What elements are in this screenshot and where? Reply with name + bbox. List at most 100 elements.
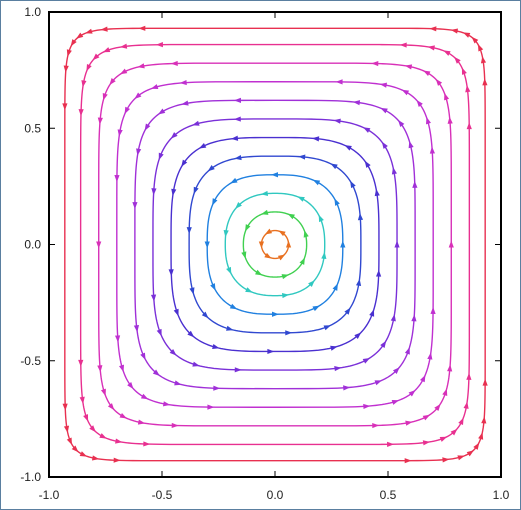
stream-arrow	[170, 60, 178, 67]
stream-arrow	[285, 240, 292, 248]
stream-arrow	[99, 433, 107, 439]
stream-arrow	[119, 412, 127, 419]
stream-arrow	[152, 369, 160, 376]
stream-arrow	[323, 325, 331, 331]
stream-arrow	[308, 280, 315, 287]
stream-arrow	[158, 152, 164, 161]
stream-arrow	[422, 440, 431, 446]
stream-arrow	[92, 53, 100, 61]
stream-arrow	[210, 283, 216, 291]
stream-arrow	[422, 414, 431, 421]
stream-arrow	[102, 47, 111, 53]
stream-arrow	[287, 213, 295, 220]
stream-arrow	[298, 154, 306, 160]
stream-arrow	[85, 28, 93, 34]
stream-arrow	[91, 455, 100, 461]
stream-arrow	[462, 32, 471, 38]
stream-arrow	[442, 457, 450, 463]
stream-arrow	[234, 154, 242, 161]
streamline	[134, 99, 416, 390]
stream-arrow	[271, 172, 279, 178]
stream-arrow	[79, 451, 88, 457]
stream-arrow	[448, 240, 454, 248]
stream-arrow	[62, 103, 68, 111]
stream-arrow	[371, 60, 379, 67]
y-axis-ticks: -1.0 -0.5 0.0 0.5 1.0	[20, 5, 501, 484]
streamline	[64, 27, 486, 462]
stream-arrow	[439, 436, 448, 442]
stream-arrow	[477, 44, 484, 52]
stream-arrow	[481, 416, 487, 424]
stream-arrow	[213, 385, 221, 391]
stream-arrow	[429, 26, 437, 32]
stream-arrow	[102, 93, 108, 101]
stream-arrow	[355, 278, 362, 287]
stream-arrow	[119, 68, 128, 75]
stream-arrow	[357, 213, 364, 221]
stream-arrow	[312, 179, 321, 186]
stream-arrow	[96, 241, 102, 249]
stream-arrow	[362, 357, 371, 364]
stream-arrow	[299, 257, 305, 265]
stream-arrow	[63, 425, 70, 433]
x-tick-label: -1.0	[39, 488, 60, 502]
stream-arrow	[97, 117, 103, 125]
stream-arrow	[278, 230, 286, 237]
y-tick-label: 1.0	[24, 5, 41, 19]
stream-arrow	[285, 330, 293, 336]
stream-arrow	[179, 79, 187, 86]
stream-arrow	[212, 198, 218, 206]
stream-arrow	[379, 82, 388, 88]
stream-arrow	[119, 43, 128, 49]
stream-arrow	[271, 311, 279, 317]
stream-arrow	[330, 163, 338, 170]
stream-arrow	[133, 324, 140, 333]
stream-arrow	[333, 118, 341, 124]
stream-arrow	[189, 287, 195, 295]
streamline	[188, 155, 362, 334]
stream-arrow	[443, 50, 451, 56]
stream-arrow	[334, 366, 342, 372]
stream-arrow	[78, 109, 84, 117]
stream-arrow	[140, 393, 149, 400]
stream-arrow	[115, 438, 123, 444]
stream-arrow	[119, 364, 124, 373]
stream-arrow	[230, 177, 238, 184]
stream-arrow	[169, 349, 177, 356]
stream-arrow	[66, 437, 73, 445]
stream-arrow	[404, 458, 412, 464]
streamlines-layer	[62, 25, 488, 464]
stream-arrow	[442, 388, 448, 396]
stream-arrow	[212, 344, 220, 350]
stream-arrow	[482, 78, 488, 86]
stream-arrow	[364, 160, 371, 168]
stream-arrow	[156, 328, 162, 337]
stream-arrow	[181, 100, 189, 106]
stream-arrow	[260, 209, 269, 215]
stream-arrow	[350, 180, 356, 189]
stream-arrow	[471, 36, 479, 44]
streamline	[170, 136, 380, 353]
stream-arrow	[124, 106, 130, 115]
stream-arrow	[416, 99, 423, 107]
stream-arrow	[473, 442, 480, 450]
stream-arrow	[198, 142, 207, 149]
stream-arrow	[435, 78, 443, 86]
stream-arrow	[427, 352, 433, 360]
stream-arrow	[387, 441, 395, 447]
stream-arrow	[63, 65, 69, 73]
stream-arrow	[226, 266, 232, 275]
stream-arrow	[138, 25, 146, 31]
streamline	[98, 62, 452, 427]
stream-arrow	[192, 120, 200, 126]
stream-arrow	[466, 450, 474, 457]
stream-arrow	[404, 347, 410, 355]
stream-arrow	[466, 122, 472, 130]
stream-arrow	[137, 63, 145, 69]
y-tick-label: -0.5	[20, 354, 41, 368]
stream-arrow	[83, 414, 89, 422]
stream-arrow	[447, 364, 453, 372]
stream-arrow	[150, 294, 157, 302]
stream-arrow	[229, 303, 238, 310]
